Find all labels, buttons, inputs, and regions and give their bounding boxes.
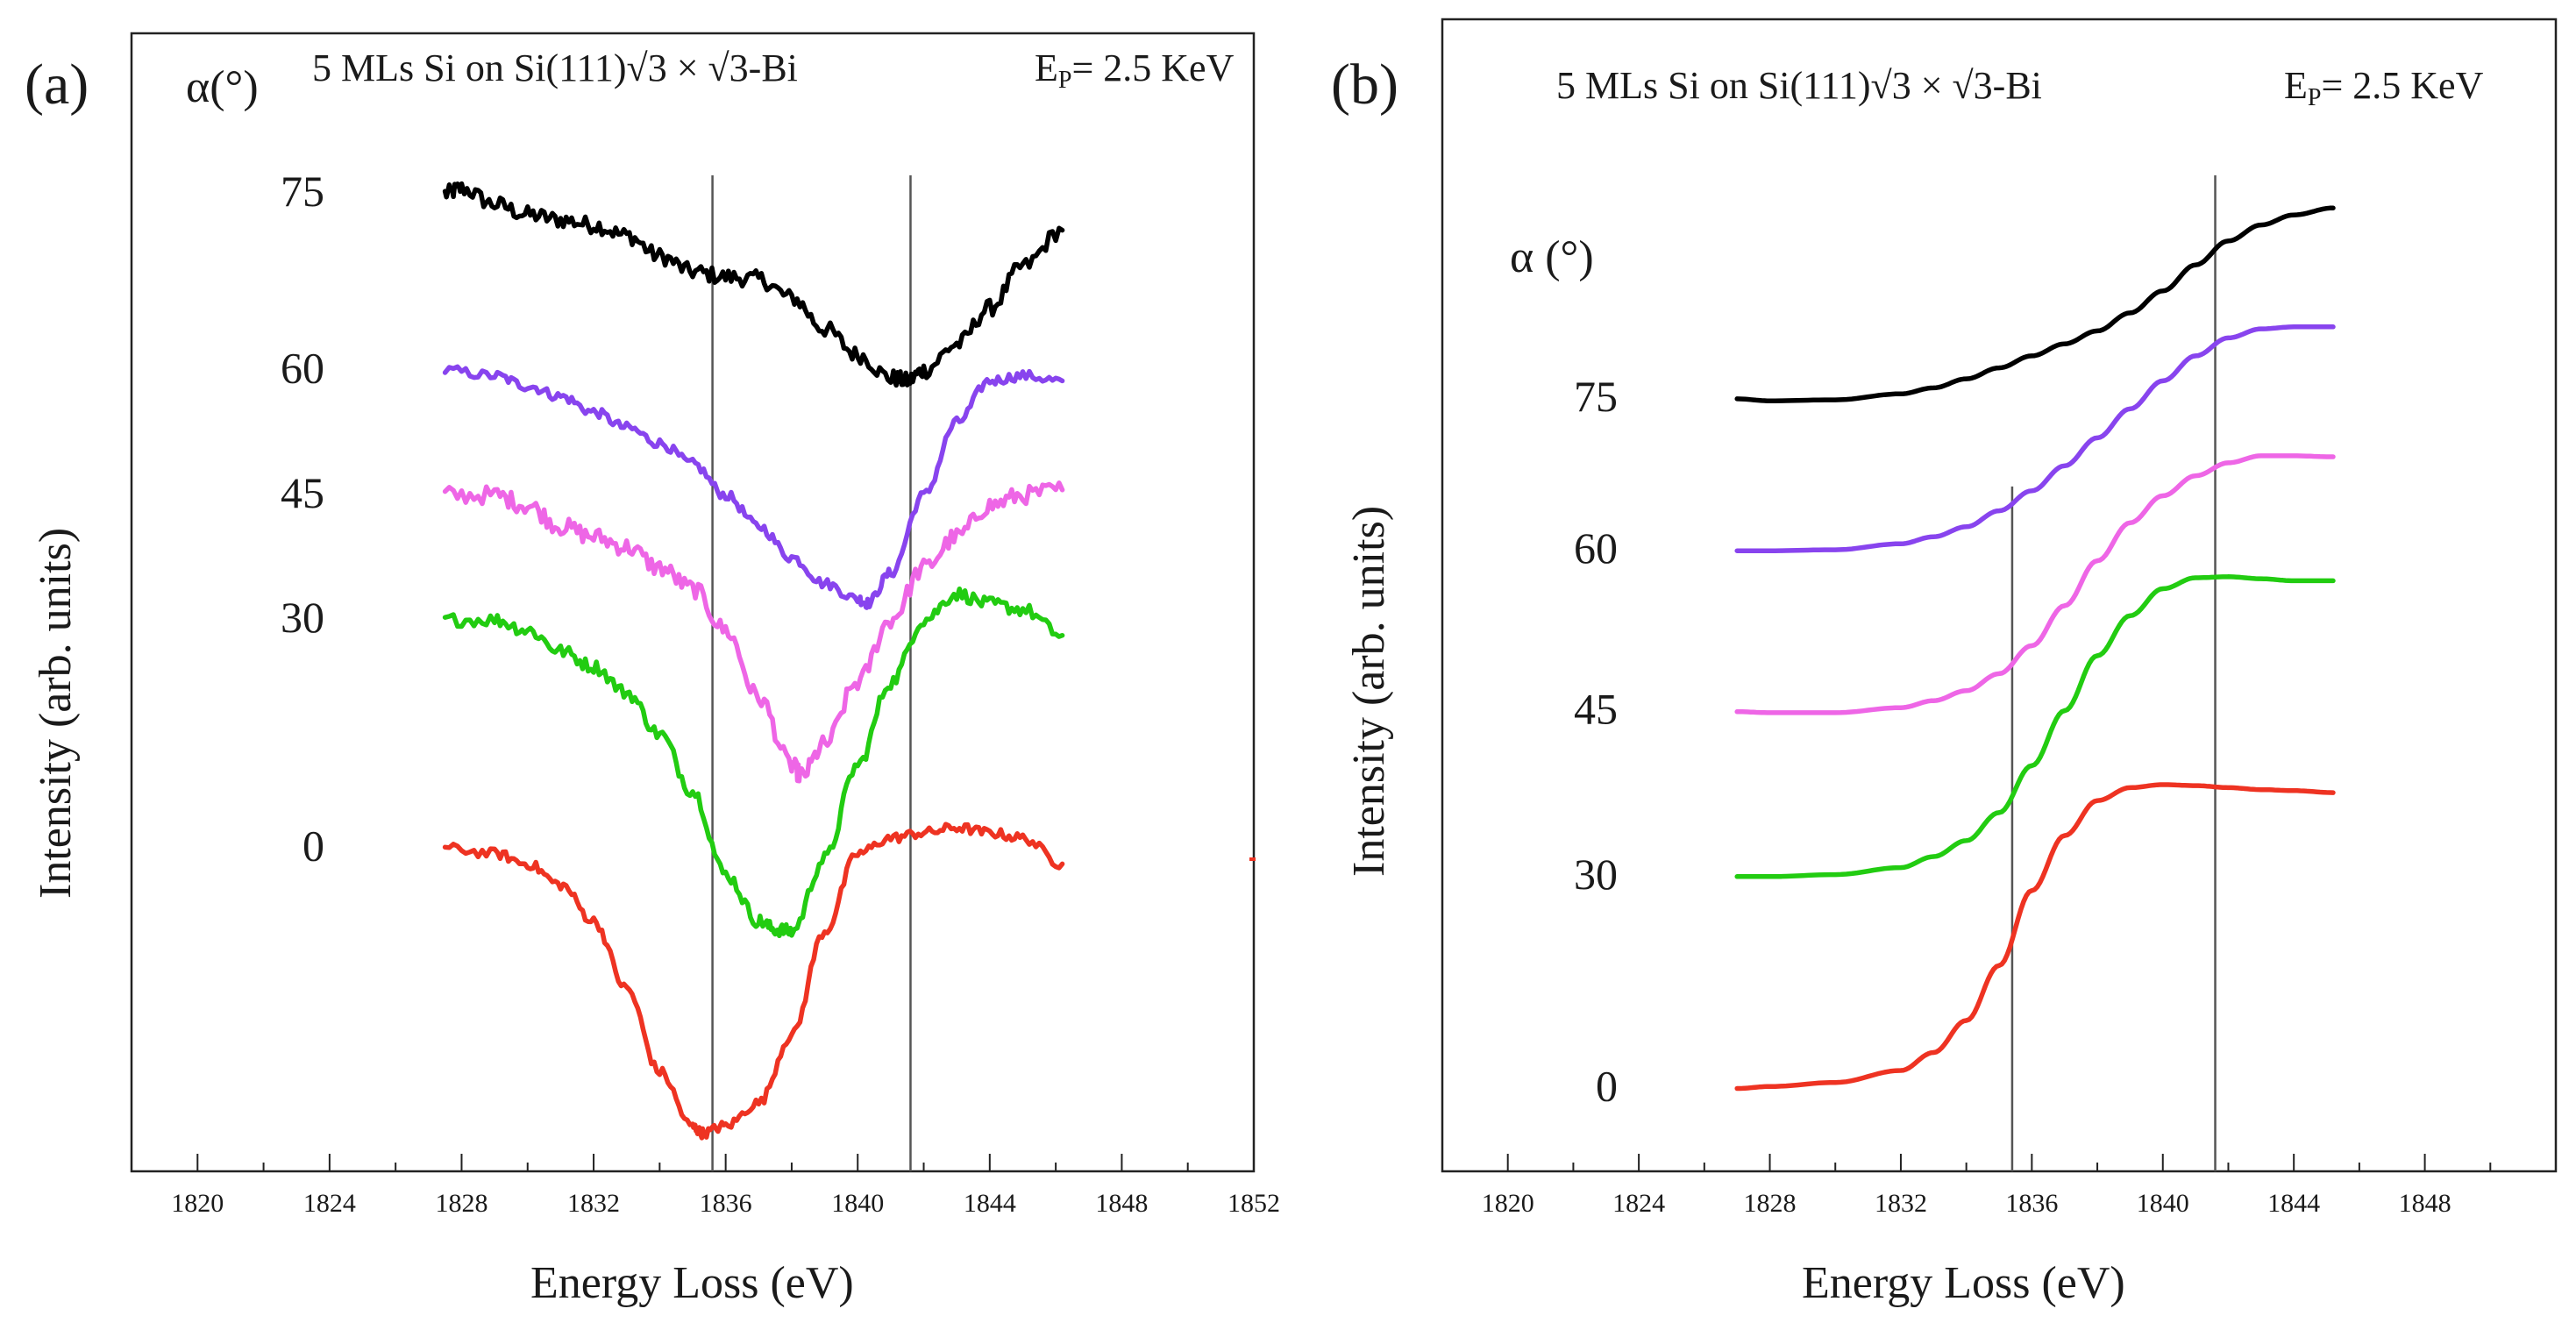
panel-a-x-axis-title: Energy Loss (eV) [530, 1258, 854, 1308]
x-tick-label-1824: 1824 [1612, 1189, 1665, 1218]
panel-b-energy-label: EP= 2.5 KeV [2284, 64, 2484, 111]
panel-b-curves [1734, 205, 2336, 1092]
curve-alpha-45 [1734, 453, 2336, 715]
curve-alpha-0 [1734, 782, 2336, 1092]
x-tick-label-1836: 1836 [700, 1189, 752, 1218]
x-tick-label-1840: 1840 [831, 1189, 884, 1218]
x-tick-label-1844: 1844 [2267, 1189, 2320, 1218]
curve-alpha-60 [1734, 324, 2336, 553]
x-tick-label-1824: 1824 [303, 1189, 356, 1218]
panel-b-y-axis-title: Intensity (arb. units) [1344, 506, 1394, 877]
curve-alpha-0 [442, 821, 1065, 1141]
panel-a-ticks: 1820 1824 1828 1832 1836 1840 1844 1848 1852 [171, 1154, 1280, 1218]
panel-b-label: (b) [1331, 53, 1398, 117]
panel-a-frame [130, 32, 1256, 1173]
x-tick-label-1852: 1852 [1228, 1189, 1280, 1218]
alpha-label-0: 0 [1596, 1062, 1618, 1111]
panel-a-energy-label: EP= 2.5 KeV [1035, 46, 1235, 94]
x-tick-label-1820: 1820 [171, 1189, 224, 1218]
panel-a-alpha-labels: 75 60 45 30 0 [281, 167, 324, 871]
alpha-label-60: 60 [281, 344, 324, 393]
x-tick-label-1848: 1848 [2399, 1189, 2451, 1218]
x-tick-label-1848: 1848 [1095, 1189, 1148, 1218]
curve-alpha-45 [442, 480, 1065, 784]
alpha-label-30: 30 [281, 593, 324, 642]
x-tick-label-1828: 1828 [1744, 1189, 1797, 1218]
alpha-label-45: 45 [1574, 685, 1618, 734]
alpha-label-75: 75 [1574, 372, 1618, 421]
x-tick-label-1840: 1840 [2137, 1189, 2189, 1218]
panel-b-frame [1441, 18, 2558, 1173]
panel-a: (a) α(°) 5 MLs Si on Si(111)√3 × √3-Bi E… [25, 32, 1280, 1308]
curve-alpha-30 [442, 586, 1065, 939]
panel-b-ticks: 1820 1824 1828 1832 1836 1840 1844 1848 [1482, 1154, 2492, 1218]
curve-alpha-75 [442, 181, 1065, 388]
panel-b-alpha-header: α (°) [1510, 232, 1594, 282]
panel-b: (b) α (°) 5 MLs Si on Si(111)√3 × √3-Bi … [1331, 18, 2558, 1308]
panel-a-reference-lines [711, 175, 912, 1171]
alpha-label-45: 45 [281, 468, 324, 517]
panel-a-curves [442, 181, 1065, 1141]
x-tick-label-1844: 1844 [964, 1189, 1016, 1218]
curve-alpha-60 [442, 364, 1065, 610]
panel-b-x-axis-title: Energy Loss (eV) [1802, 1258, 2125, 1308]
curve-alpha-75 [1734, 205, 2336, 403]
panel-b-title: 5 MLs Si on Si(111)√3 × √3-Bi [1556, 64, 2042, 107]
alpha-label-60: 60 [1574, 523, 1618, 573]
panel-b-alpha-labels: 75 60 45 30 0 [1574, 372, 1618, 1111]
x-tick-label-1836: 1836 [2005, 1189, 2058, 1218]
panel-a-title: 5 MLs Si on Si(111)√3 × √3-Bi [312, 46, 798, 89]
curve-alpha-30 [1734, 574, 2336, 879]
alpha-label-75: 75 [281, 167, 324, 216]
panel-a-label: (a) [25, 53, 89, 117]
panel-a-y-axis-title: Intensity (arb. units) [31, 528, 81, 899]
alpha-label-0: 0 [302, 821, 324, 871]
panel-a-alpha-header: α(°) [186, 62, 259, 112]
x-tick-label-1828: 1828 [435, 1189, 487, 1218]
x-tick-label-1820: 1820 [1482, 1189, 1534, 1218]
x-tick-label-1832: 1832 [567, 1189, 620, 1218]
x-tick-label-1832: 1832 [1875, 1189, 1927, 1218]
alpha-label-30: 30 [1574, 850, 1618, 899]
